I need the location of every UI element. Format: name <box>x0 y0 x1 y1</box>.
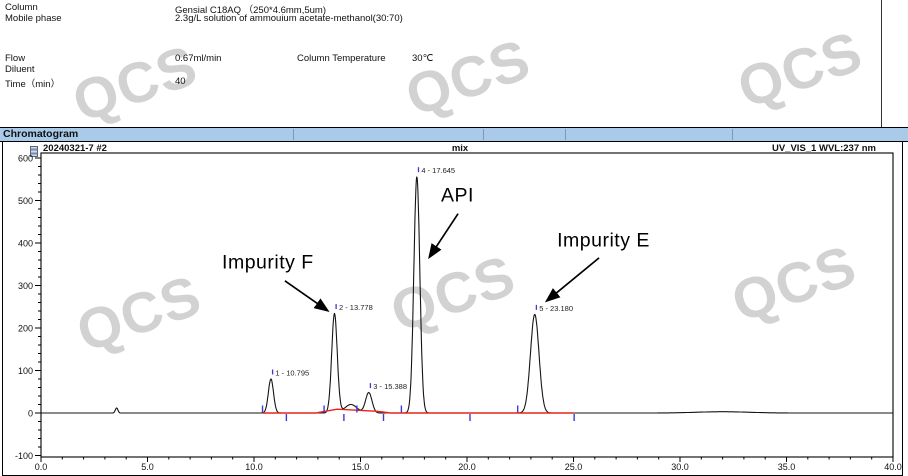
svg-text:20.0: 20.0 <box>458 462 476 472</box>
svg-text:Impurity F: Impurity F <box>222 251 314 273</box>
svg-text:30.0: 30.0 <box>671 462 689 472</box>
svg-text:40.0: 40.0 <box>884 462 902 472</box>
svg-text:35.0: 35.0 <box>778 462 796 472</box>
svg-text:400: 400 <box>18 239 33 249</box>
svg-text:25.0: 25.0 <box>565 462 583 472</box>
svg-text:2 - 13.778: 2 - 13.778 <box>339 303 373 312</box>
svg-text:0: 0 <box>28 409 33 419</box>
svg-text:500: 500 <box>18 196 33 206</box>
svg-text:200: 200 <box>18 324 33 334</box>
svg-text:5.0: 5.0 <box>141 462 154 472</box>
svg-text:4 - 17.645: 4 - 17.645 <box>421 166 455 175</box>
svg-text:10.0: 10.0 <box>245 462 263 472</box>
chromatogram-plot: 0.0 5.0 10.0 15.0 20.0 25.0 30.0 35.0 40.0 -100 0 1… <box>0 0 908 476</box>
svg-text:3 - 15.388: 3 - 15.388 <box>373 382 407 391</box>
svg-text:-100: -100 <box>15 451 33 461</box>
svg-text:5 - 23.180: 5 - 23.180 <box>539 304 573 313</box>
svg-text:API: API <box>441 184 474 206</box>
svg-text:1 - 10.795: 1 - 10.795 <box>275 369 309 378</box>
svg-text:0.0: 0.0 <box>35 462 48 472</box>
svg-text:15.0: 15.0 <box>352 462 370 472</box>
svg-text:Impurity E: Impurity E <box>557 229 650 251</box>
svg-text:300: 300 <box>18 281 33 291</box>
svg-text:100: 100 <box>18 366 33 376</box>
svg-text:600: 600 <box>18 154 33 164</box>
